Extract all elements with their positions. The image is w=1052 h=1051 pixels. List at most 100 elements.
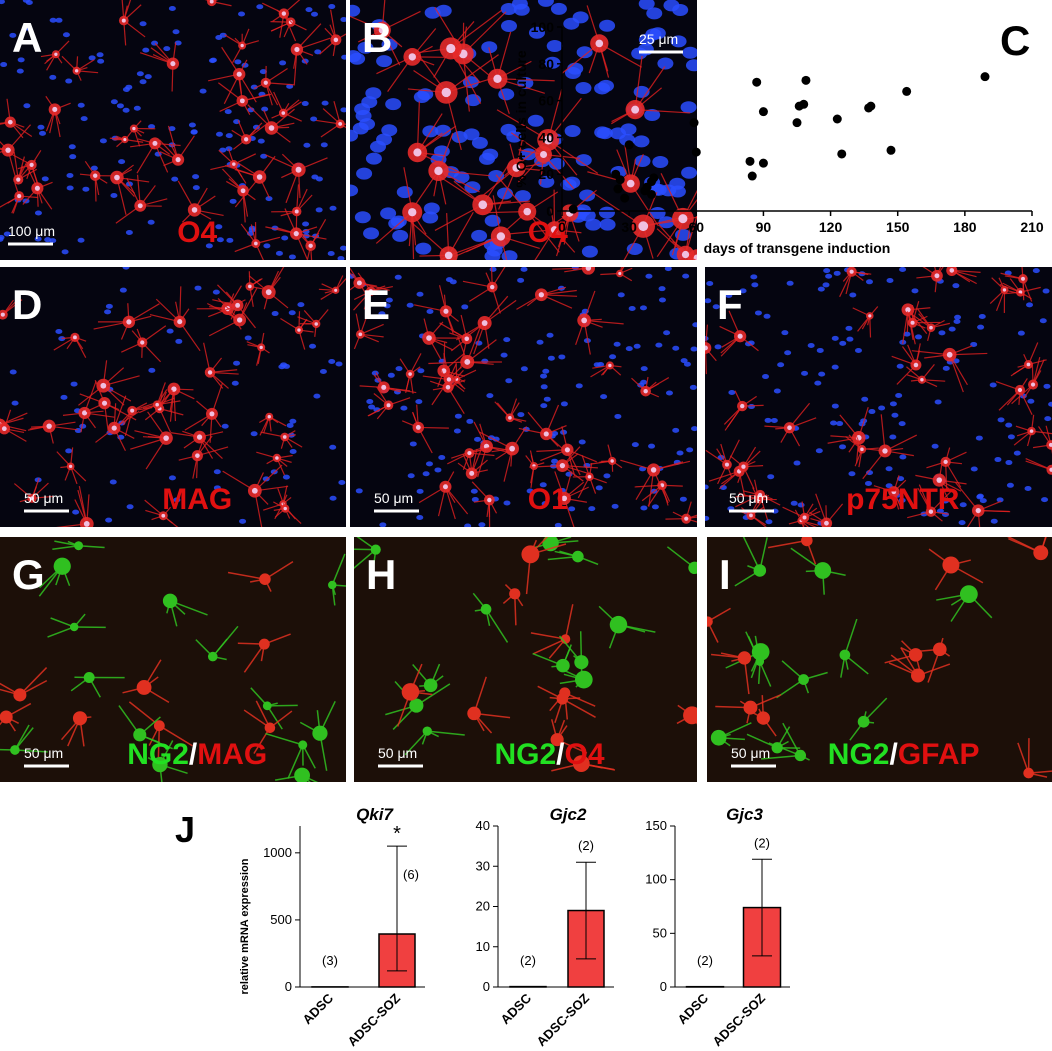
nucleus [1005,460,1013,466]
cell-core [281,11,287,16]
nucleus [61,249,69,255]
cell-core [177,319,183,325]
nucleus [390,215,407,228]
cell-body [857,715,870,728]
stain-label: MAG [162,483,232,516]
cell-core [678,214,688,224]
nucleus [728,389,736,395]
nucleus [354,211,371,224]
nucleus [830,420,838,426]
nucleus [640,366,648,372]
micrograph-panel: E O1 50 μm [350,267,697,527]
cell-core [338,122,343,126]
nucleus [407,473,415,479]
nucleus [690,346,697,352]
nucleus [633,343,641,349]
cell-core [54,52,58,56]
y-tick-label: 1000 [263,845,292,860]
process [158,725,193,747]
nucleus [188,122,196,128]
cell-core [114,174,120,181]
nucleus [329,495,337,501]
point [980,72,990,82]
nucleus [503,500,511,506]
n-label: (3) [322,953,338,968]
y-tick-label: 0 [285,979,292,994]
nucleus [767,474,775,480]
micrograph-panel: I NG2/GFAP 50 μm [707,537,1052,782]
nucleus [560,178,577,191]
nucleus [638,0,655,10]
nucleus [540,384,548,390]
cells [0,0,346,260]
process [530,632,566,640]
y-tick-label: 500 [270,912,292,927]
nucleus [680,101,697,114]
process [782,722,801,756]
panel-label: B [362,14,392,61]
nucleus [564,66,581,79]
nucleus [361,96,378,109]
cell-body [13,688,27,702]
nucleus [219,32,227,38]
point [837,149,847,159]
stain-part: O4 [528,216,568,249]
cells [0,540,346,782]
nucleus [658,297,666,303]
cell-body [509,588,521,600]
scale-bar-label: 50 μm [378,745,417,761]
y-tick-label: 0 [546,203,554,219]
cell-core [608,363,612,368]
nucleus [0,0,5,5]
nucleus [765,519,773,525]
nucleus [959,502,967,508]
nucleus [692,322,697,328]
stain-part: p75NTR [846,483,960,516]
nucleus [320,142,328,148]
cell-core [936,477,942,483]
nucleus [329,444,337,450]
y-tick-label: 80 [538,56,554,72]
nucleus [257,138,265,144]
cell-core [905,307,911,313]
cell-core [358,332,363,337]
nucleus [454,413,462,419]
point [747,171,757,181]
nucleus [978,314,986,320]
process [354,549,377,570]
cell-core [585,267,592,271]
nucleus [9,32,17,38]
cell-core [434,166,443,176]
cell-core [1026,362,1031,367]
panel-label: J [175,809,195,850]
nucleus [356,167,373,180]
nucleus [422,471,430,477]
nucleus [394,274,402,280]
cell-core [240,188,246,194]
cell-core [626,179,635,188]
n-label: (2) [754,835,770,850]
nucleus [337,255,345,260]
nucleus [676,450,684,456]
y-tick-label: 20 [476,899,490,914]
nucleus [669,177,686,190]
nucleus [747,404,755,410]
nucleus [714,344,722,350]
nucleus [256,4,264,10]
cell-body [294,767,310,782]
x-tick-label: 210 [1020,219,1044,235]
nucleus [221,423,229,429]
cell-core [195,453,200,458]
cell-core [191,207,198,213]
nucleus [319,369,327,375]
cell-core [512,163,521,172]
cell-body [1023,767,1034,779]
cell-body [574,655,589,670]
cell-core [155,402,159,407]
nucleus [575,82,592,95]
nucleus [90,165,98,171]
cell-core [0,312,5,317]
error-bar [752,858,772,957]
nucleus [598,206,615,219]
